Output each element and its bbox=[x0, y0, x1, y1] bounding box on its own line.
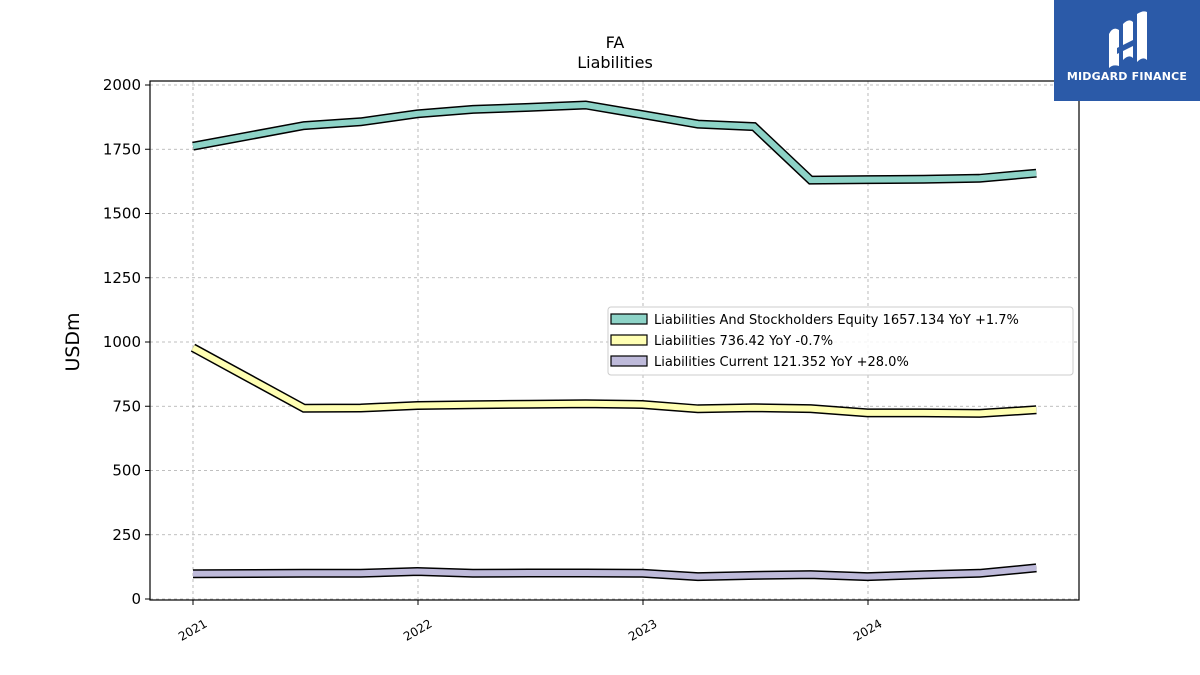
y-tick-label: 750 bbox=[112, 397, 141, 415]
legend-entry: Liabilities 736.42 YoY -0.7% bbox=[654, 334, 833, 349]
y-tick-label: 250 bbox=[112, 526, 141, 544]
legend-swatch bbox=[610, 313, 648, 325]
plot-frame bbox=[149, 80, 1080, 601]
chart-subtitle: Liabilities bbox=[577, 53, 653, 72]
series-lines bbox=[190, 100, 1037, 582]
series-line bbox=[192, 564, 1037, 580]
y-axis-ticks: 0 250 500 750 1000 1250 1500 1750 2000 bbox=[103, 76, 150, 608]
x-tick-label: 2023 bbox=[626, 616, 659, 643]
y-tick-label: 2000 bbox=[103, 76, 141, 94]
brand-logo: MIDGARD FINANCE bbox=[1054, 0, 1200, 101]
chart-title: FA bbox=[606, 33, 625, 52]
y-tick-label: 0 bbox=[131, 590, 141, 608]
y-tick-label: 1000 bbox=[103, 333, 141, 351]
logo-text: MIDGARD FINANCE bbox=[1066, 70, 1188, 83]
x-tick-label: 2021 bbox=[176, 616, 209, 643]
x-tick-label: 2022 bbox=[401, 616, 434, 643]
legend-swatch bbox=[610, 355, 648, 367]
y-tick-label: 1750 bbox=[103, 140, 141, 158]
series-line bbox=[191, 345, 1037, 417]
series-line bbox=[192, 101, 1037, 184]
y-axis-label: USDm bbox=[62, 312, 84, 371]
legend: Liabilities And Stockholders Equity 1657… bbox=[607, 306, 1074, 376]
legend-entry: Liabilities And Stockholders Equity 1657… bbox=[654, 313, 1019, 328]
legend-box bbox=[607, 306, 1074, 376]
series-line-outline bbox=[192, 100, 1037, 185]
y-tick-label: 1500 bbox=[103, 205, 141, 223]
x-tick-label: 2024 bbox=[851, 616, 884, 643]
logo-mark-icon bbox=[1109, 11, 1147, 69]
legend-entry: Liabilities Current 121.352 YoY +28.0% bbox=[654, 355, 909, 370]
y-tick-label: 500 bbox=[112, 462, 141, 480]
x-axis-ticks: 2021 2022 2023 2024 bbox=[176, 600, 885, 644]
legend-swatch bbox=[610, 334, 648, 346]
y-tick-label: 1250 bbox=[103, 269, 141, 287]
